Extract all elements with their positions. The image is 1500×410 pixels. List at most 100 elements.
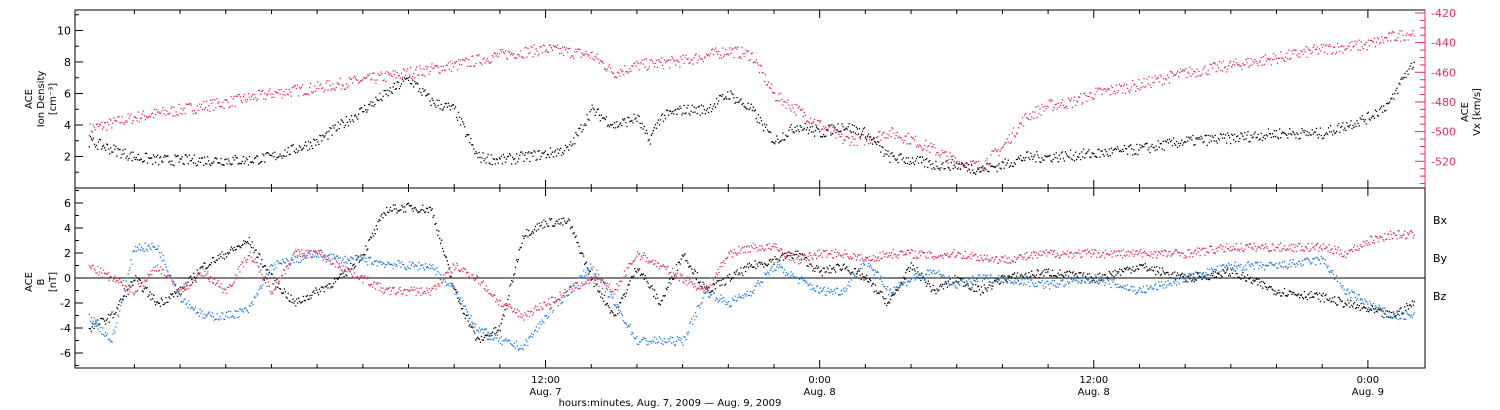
top-vx-point — [1004, 141, 1006, 144]
top-density-point — [771, 141, 773, 143]
bottom-bx-point — [914, 270, 916, 272]
top-density-point — [1164, 140, 1167, 142]
top-density-point — [668, 114, 670, 116]
top-vx-point — [1199, 74, 1201, 77]
top-density-point — [1133, 149, 1135, 151]
top-vx-point — [330, 89, 332, 91]
bottom-bx-point — [693, 269, 696, 271]
top-vx-point — [201, 108, 204, 111]
top-density-point — [170, 163, 172, 166]
top-density-point — [287, 146, 289, 149]
bottom-by-point — [757, 280, 759, 282]
top-density-point — [408, 76, 411, 78]
bottom-bx-point — [188, 277, 190, 279]
bottom-by-point — [795, 276, 797, 279]
top-density-point — [791, 128, 793, 131]
bottom-bx-point — [994, 279, 996, 282]
bottom-bx-point — [1168, 274, 1170, 276]
bottom-by-point — [474, 326, 476, 328]
bottom-by-point — [504, 339, 506, 341]
bottom-bx-point — [1077, 276, 1079, 279]
bottom-by-point — [194, 306, 197, 308]
top-vx-point — [124, 121, 126, 124]
bottom-bx-point — [333, 282, 335, 285]
top-vx-point — [1094, 93, 1096, 96]
bottom-bx-point — [1363, 306, 1365, 308]
top-vx-point — [938, 154, 940, 156]
top-vx-point — [1110, 85, 1112, 87]
bottom-bx-point — [882, 296, 884, 298]
top-density-point — [1226, 132, 1229, 134]
top-density-point — [469, 141, 471, 144]
bottom-bx-point — [938, 289, 940, 291]
top-vx-point — [865, 140, 868, 142]
bottom-bx-point — [1207, 274, 1209, 276]
top-density-point — [120, 157, 122, 159]
top-vx-point — [1193, 70, 1195, 72]
bottom-by-point — [122, 298, 125, 300]
top-vx-point — [977, 166, 979, 168]
bottom-bx-point — [621, 297, 624, 300]
top-density-point — [428, 93, 430, 95]
bottom-bx-point — [294, 300, 296, 302]
bottom-bx-point — [306, 295, 308, 297]
top-density-point — [460, 118, 463, 120]
bottom-by-point — [255, 295, 257, 297]
bottom-bx-point — [103, 320, 106, 322]
bottom-by-point — [821, 289, 823, 292]
bottom-by-point — [642, 336, 645, 339]
top-density-point — [724, 97, 726, 100]
top-density-point — [1395, 89, 1397, 92]
bottom-bx-point — [624, 295, 627, 298]
top-vx-point — [183, 107, 185, 110]
bottom-bx-point — [1141, 265, 1144, 267]
top-density-point — [1222, 133, 1225, 135]
top-density-point — [587, 118, 589, 120]
top-density-point — [1378, 108, 1381, 111]
bottom-by-point — [158, 251, 161, 254]
bottom-bx-point — [1370, 309, 1373, 312]
bottom-by-point — [631, 331, 633, 334]
bottom-by-point — [188, 300, 190, 302]
bottom-by-point — [373, 260, 376, 262]
bottom-by-point — [451, 284, 453, 286]
top-density-point — [1394, 92, 1396, 95]
top-density-point — [377, 99, 379, 102]
top-density-point — [1401, 77, 1403, 79]
top-density-point — [409, 82, 412, 85]
bottom-bx-point — [639, 274, 642, 276]
bottom-bx-point — [132, 284, 134, 286]
bottom-bx-point — [178, 293, 180, 295]
bottom-bx-point — [741, 272, 743, 274]
top-vx-point — [654, 62, 657, 65]
bottom-bx-point — [1024, 274, 1026, 276]
bottom-by-point — [126, 277, 128, 279]
top-density-point — [1218, 139, 1221, 141]
top-vx-point — [868, 138, 871, 141]
top-vx-point — [739, 55, 741, 58]
bottom-bx-point — [582, 253, 584, 255]
bottom-bx-point — [848, 270, 850, 272]
top-density-point — [1288, 133, 1290, 135]
top-vx-point — [645, 58, 647, 60]
bottom-bx-point — [1156, 270, 1159, 273]
bottom-bx-point — [1214, 271, 1217, 273]
bottom-by-point — [820, 291, 823, 293]
top-vx-point — [1411, 33, 1413, 35]
top-vx-point — [1289, 58, 1291, 60]
bottom-by-point — [652, 339, 654, 342]
top-density-point — [412, 79, 414, 81]
bottom-by-point — [93, 317, 95, 319]
bottom-bx-point — [1313, 296, 1315, 299]
top-vx-point — [1160, 75, 1162, 78]
top-vx-point — [1384, 37, 1386, 39]
top-density-point — [1112, 149, 1115, 151]
top-density-point — [252, 162, 255, 164]
top-density-point — [307, 140, 310, 143]
top-vx-point — [1163, 83, 1165, 85]
top-vx-point — [479, 61, 481, 64]
top-vx-point — [1063, 107, 1066, 109]
top-density-point — [541, 152, 543, 154]
bottom-bx-point — [1280, 295, 1282, 297]
top-density-point — [1087, 150, 1089, 153]
